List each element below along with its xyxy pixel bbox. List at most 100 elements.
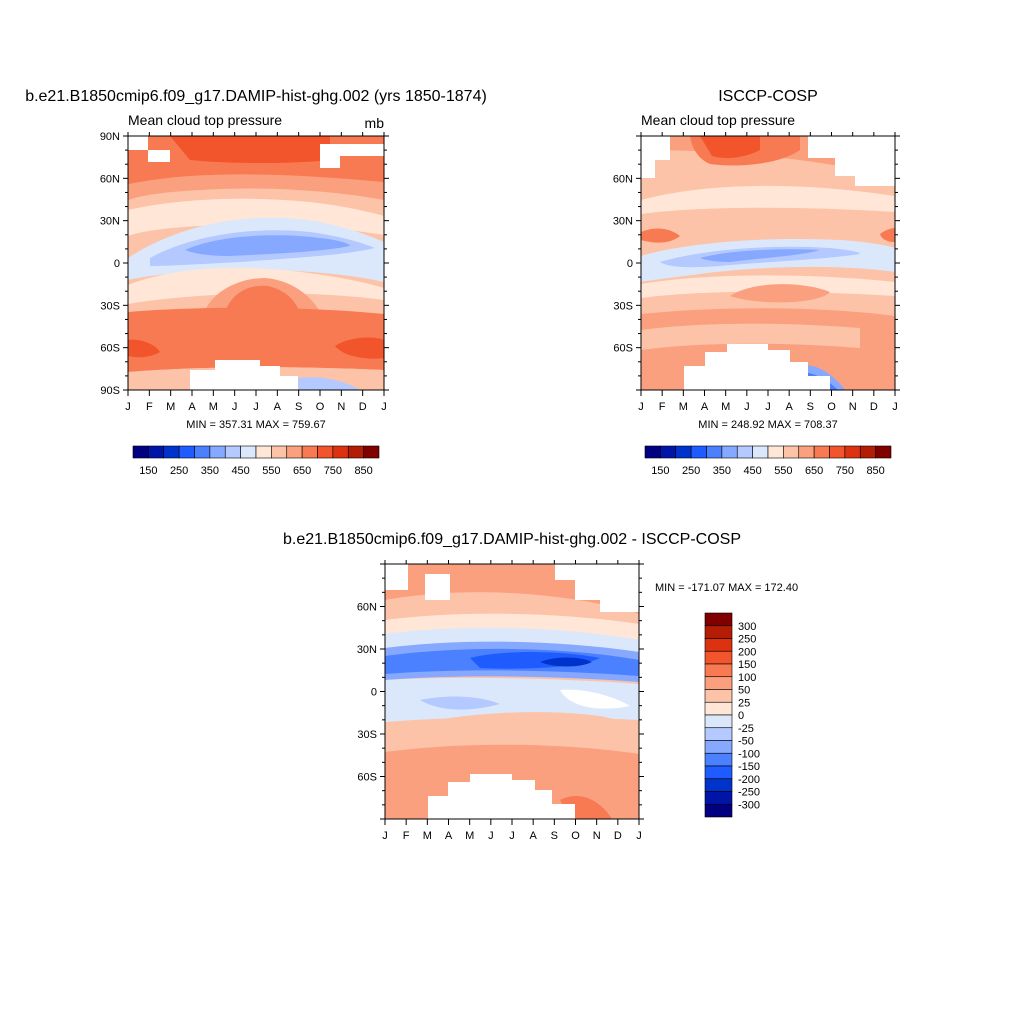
colorbar-diff: 30025020015010050250-25-50-100-150-200-2… [704,612,760,818]
colorbar-label: -25 [738,723,754,735]
panel-model: b.e21.B1850cmip6.f09_g17.DAMIP-hist-ghg.… [25,88,487,431]
panel-model-axes: 90N 60N 30N 0 30S 60S 90S J F M A M J J A S O N D J [100,131,389,413]
colorbar-swatch [704,791,733,805]
x-tick-label: A [188,401,196,413]
x-tick-label: S [807,401,814,413]
x-tick-label: A [445,830,453,842]
y-tick-label: 90N [100,131,120,143]
colorbar-label: 350 [713,465,731,477]
x-tick-label: J [638,401,644,413]
colorbar-swatch [704,727,733,741]
x-tick-label: M [721,401,730,413]
colorbar-label: 0 [738,710,744,722]
y-tick-label: 90S [100,385,120,397]
colorbar-swatch [271,445,288,459]
x-tick-label: D [870,401,878,413]
y-tick-label: 60N [613,173,633,185]
x-tick-label: M [209,401,218,413]
colorbar-swatch [752,445,769,459]
colorbar-swatch [829,445,846,459]
colorbar-model: 150 250 350 450 550 650 750 850 [132,445,380,477]
x-tick-label: J [488,830,494,842]
x-tick-label: N [593,830,601,842]
colorbar-label: 150 [651,465,669,477]
x-tick-label: J [892,401,898,413]
colorbar-label: 150 [139,465,157,477]
y-tick-label: 30N [357,644,377,656]
panel-obs-title: ISCCP-COSP [718,88,818,105]
colorbar-swatch [813,445,830,459]
x-tick-label: J [765,401,771,413]
x-tick-label: J [381,401,387,413]
x-tick-label: N [849,401,857,413]
colorbar-label: 200 [738,646,756,658]
colorbar-swatch [798,445,815,459]
y-tick-label: 60N [100,173,120,185]
colorbar-swatch [704,625,733,639]
colorbar-label: 250 [170,465,188,477]
colorbar-label: 300 [738,621,756,633]
colorbar-label: 550 [262,465,280,477]
colorbar-swatch [704,765,733,780]
colorbar-swatch [704,676,733,690]
x-tick-label: J [253,401,259,413]
colorbar-label: 100 [738,672,756,684]
x-tick-label: D [359,401,367,413]
colorbar-label: -300 [738,799,760,811]
colorbar-label: 350 [201,465,219,477]
colorbar-label: -100 [738,748,760,760]
x-tick-label: A [274,401,282,413]
colorbar-swatch [706,445,723,459]
x-tick-label: J [744,401,750,413]
colorbar-label: -50 [738,736,754,748]
y-tick-label: 30N [613,216,633,228]
colorbar-swatch [690,445,707,459]
colorbar-swatch [704,663,733,678]
panel-model-units: mb [365,115,385,131]
colorbar-swatch [209,445,226,459]
panel-obs-subtitle: Mean cloud top pressure [641,112,795,128]
colorbar-swatch [347,445,364,459]
x-tick-label: M [465,830,474,842]
x-tick-label: N [337,401,345,413]
colorbar-swatch [704,701,733,716]
colorbar-swatch [704,638,733,652]
colorbar-label: 750 [836,465,854,477]
colorbar-swatch [859,445,876,459]
colorbar-swatch [660,445,677,459]
x-tick-label: D [614,830,622,842]
panel-model-subtitle: Mean cloud top pressure [128,112,282,128]
colorbar-label: -150 [738,761,760,773]
colorbar-swatch [194,445,211,459]
y-tick-label: 30S [100,300,120,312]
colorbar-obs: 150 250 350 450 550 650 750 850 [644,445,892,477]
y-tick-label: 0 [114,258,120,270]
x-tick-label: A [785,401,793,413]
colorbar-swatch [721,445,738,459]
y-tick-label: 0 [627,258,633,270]
panel-model-title: b.e21.B1850cmip6.f09_g17.DAMIP-hist-ghg.… [25,88,487,105]
x-tick-label: S [295,401,302,413]
panel-diff-title: b.e21.B1850cmip6.f09_g17.DAMIP-hist-ghg.… [283,531,741,548]
colorbar-swatch [736,445,753,459]
x-tick-label: A [529,830,537,842]
panel-model-field [128,136,384,390]
colorbar-swatch [704,752,733,767]
colorbar-swatch [178,445,195,459]
x-tick-label: J [232,401,238,413]
colorbar-swatch [317,445,334,459]
x-tick-label: J [509,830,515,842]
colorbar-label: 850 [354,465,372,477]
x-tick-label: M [166,401,175,413]
colorbar-swatch [704,740,733,754]
y-tick-label: 30S [357,729,377,741]
colorbar-swatch [875,445,892,459]
colorbar-swatch [704,612,733,627]
colorbar-label: 150 [738,659,756,671]
colorbar-label: 250 [738,634,756,646]
panel-diff: b.e21.B1850cmip6.f09_g17.DAMIP-hist-ghg.… [283,531,798,842]
x-tick-label: F [146,401,153,413]
colorbar-swatch [363,445,380,459]
